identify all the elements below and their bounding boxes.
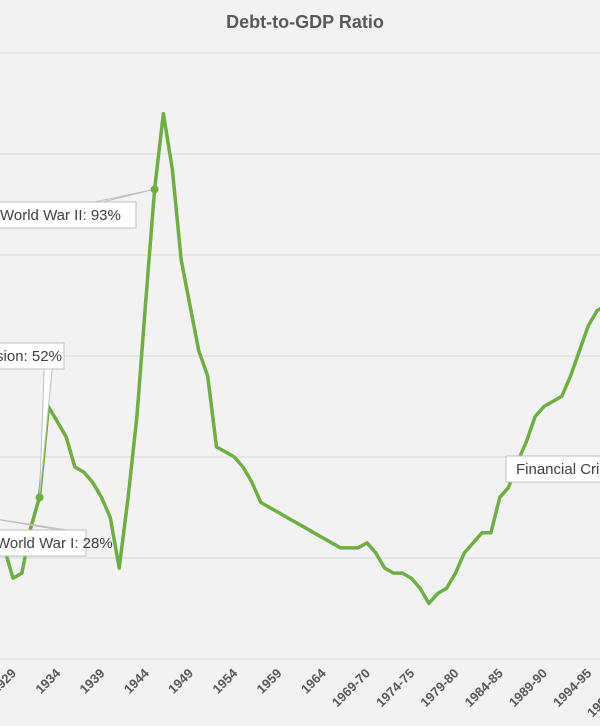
- annotation-box: [505, 455, 600, 483]
- annotation-box: [0, 201, 137, 229]
- annotation-box: [0, 342, 65, 370]
- annotation-4: Financial Crisis: [505, 455, 600, 483]
- chart-title: Debt-to-GDP Ratio: [226, 12, 384, 32]
- annotation-label: Great Depression: 52%: [0, 348, 62, 365]
- annotation-1: World War I: 28%: [0, 519, 113, 557]
- annotation-marker: [35, 493, 44, 502]
- annotation-label: Financial Crisis: [516, 461, 600, 478]
- gridlines: [0, 52, 600, 660]
- annotation-box: [0, 529, 87, 557]
- annotation-2: Great Depression: 52%: [0, 342, 65, 502]
- annotation-label: World War II: 93%: [0, 207, 121, 224]
- annotation-3: World War II: 93%: [0, 185, 159, 229]
- series-line-1: [0, 111, 600, 606]
- annotation-label: World War I: 28%: [0, 535, 113, 552]
- series-lines: [0, 111, 600, 606]
- annotation-marker: [150, 185, 159, 194]
- annotations: World War I: 28% Great Depression: 52% Wor…: [0, 185, 600, 557]
